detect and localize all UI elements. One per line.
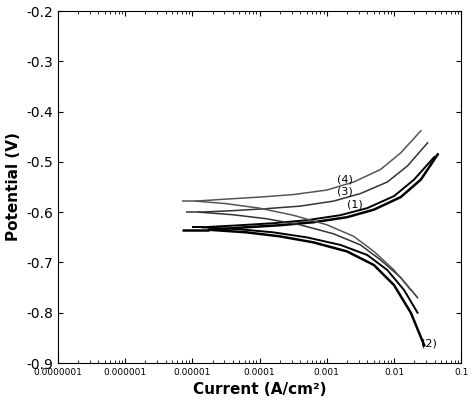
Text: (3): (3) — [337, 186, 353, 196]
Text: (1): (1) — [347, 199, 363, 210]
X-axis label: Current (A/cm²): Current (A/cm²) — [193, 382, 326, 397]
Text: (4): (4) — [337, 174, 353, 185]
Text: (2): (2) — [421, 339, 437, 349]
Y-axis label: Potential (V): Potential (V) — [6, 133, 20, 241]
